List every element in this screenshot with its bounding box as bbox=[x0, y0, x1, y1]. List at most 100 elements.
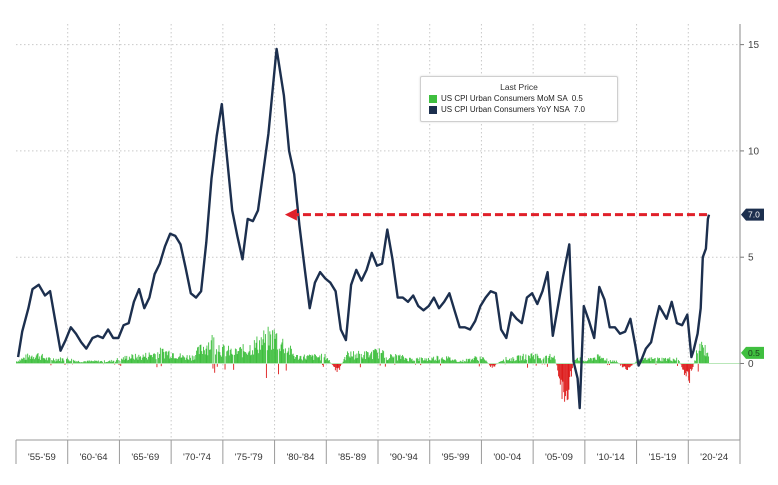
mom-bar bbox=[121, 358, 123, 364]
mom-bar bbox=[704, 344, 706, 364]
mom-bar bbox=[46, 357, 48, 364]
x-tick-label: '10-'14 bbox=[597, 452, 625, 463]
mom-bar bbox=[346, 351, 348, 364]
mom-bar bbox=[647, 358, 649, 364]
mom-bar bbox=[103, 360, 105, 364]
mom-bar bbox=[514, 361, 516, 364]
mom-bar bbox=[663, 358, 665, 364]
mom-bar bbox=[71, 358, 73, 364]
mom-bar bbox=[74, 360, 76, 364]
legend-swatch-yoy bbox=[429, 105, 437, 114]
mom-bar bbox=[303, 354, 305, 364]
mom-bar bbox=[203, 346, 204, 364]
mom-bar bbox=[379, 363, 381, 366]
mom-bar bbox=[578, 360, 580, 364]
mom-bar bbox=[544, 363, 546, 365]
mom-bar bbox=[584, 361, 586, 364]
mom-bar bbox=[286, 352, 288, 364]
mom-bar bbox=[265, 334, 266, 364]
mom-bar bbox=[113, 360, 115, 364]
mom-bar bbox=[520, 355, 522, 364]
mom-bar bbox=[671, 360, 672, 364]
mom-bar bbox=[230, 348, 232, 364]
mom-bar bbox=[683, 363, 685, 370]
mom-bar bbox=[592, 358, 594, 364]
mom-bar bbox=[258, 353, 260, 364]
mom-bar bbox=[221, 346, 223, 364]
mom-bar bbox=[124, 355, 126, 364]
mom-bar bbox=[627, 363, 629, 368]
mom-bar bbox=[191, 355, 193, 364]
mom-bar bbox=[132, 355, 134, 364]
mom-bar bbox=[315, 356, 317, 364]
mom-bar bbox=[201, 351, 203, 364]
mom-bar bbox=[140, 359, 142, 364]
y-tick-label: 5 bbox=[748, 253, 754, 264]
mom-bar bbox=[37, 353, 39, 364]
mom-bar bbox=[622, 363, 624, 368]
mom-bar bbox=[42, 357, 44, 364]
mom-bar bbox=[215, 354, 216, 364]
mom-bar bbox=[407, 360, 409, 364]
mom-bar bbox=[585, 361, 587, 364]
mom-bar bbox=[147, 356, 149, 364]
mom-bar bbox=[247, 352, 249, 364]
mom-bar bbox=[646, 359, 648, 364]
mom-bar bbox=[502, 360, 504, 364]
mom-bar bbox=[435, 360, 437, 364]
mom-bar bbox=[400, 359, 402, 364]
mom-bar bbox=[460, 361, 462, 364]
mom-bar bbox=[325, 359, 327, 364]
mom-bar bbox=[190, 360, 192, 364]
mom-bar bbox=[353, 351, 354, 364]
mom-bar bbox=[530, 353, 532, 364]
mom-bar bbox=[415, 363, 416, 365]
mom-bar bbox=[672, 358, 674, 364]
mom-bar bbox=[240, 346, 241, 364]
mom-bar bbox=[272, 348, 274, 364]
mom-bar bbox=[588, 358, 590, 364]
mom-bar bbox=[187, 359, 189, 364]
mom-bar bbox=[171, 358, 173, 364]
mom-bar bbox=[442, 359, 444, 364]
x-tick-label: '20-'24 bbox=[700, 452, 728, 463]
mom-bar bbox=[135, 358, 137, 364]
mom-bar bbox=[155, 359, 157, 364]
mom-bar bbox=[484, 359, 485, 364]
mom-bar bbox=[253, 340, 255, 364]
mom-bar bbox=[91, 361, 93, 364]
mom-bar bbox=[217, 351, 219, 364]
mom-bar bbox=[472, 360, 474, 364]
mom-bar bbox=[44, 358, 46, 364]
mom-bar bbox=[387, 360, 389, 364]
mom-bar bbox=[56, 361, 58, 364]
mom-bar bbox=[221, 356, 223, 364]
mom-bar bbox=[385, 357, 387, 364]
mom-bar bbox=[643, 358, 645, 364]
mom-bar bbox=[202, 353, 204, 364]
mom-bar bbox=[405, 358, 407, 364]
mom-bar bbox=[473, 357, 475, 364]
x-tick-label: '85-'89 bbox=[338, 452, 366, 463]
mom-bar bbox=[677, 363, 678, 366]
mom-bar bbox=[367, 352, 369, 364]
mom-bar bbox=[354, 354, 356, 364]
mom-bar bbox=[390, 354, 391, 364]
mom-bar bbox=[610, 361, 612, 364]
mom-bar bbox=[474, 356, 476, 364]
mom-bar bbox=[675, 360, 677, 364]
mom-bar bbox=[28, 355, 30, 364]
mom-bar bbox=[218, 345, 220, 364]
mom-bar bbox=[391, 356, 393, 364]
mom-bar bbox=[287, 351, 289, 364]
mom-bar bbox=[160, 363, 162, 367]
mom-bar bbox=[298, 358, 300, 364]
mom-bar bbox=[393, 356, 395, 364]
mom-bar bbox=[254, 347, 256, 364]
mom-bar bbox=[69, 361, 71, 364]
mom-bar bbox=[701, 341, 703, 364]
mom-bar bbox=[154, 354, 156, 364]
mom-bar bbox=[439, 359, 441, 364]
mom-bar bbox=[242, 344, 244, 364]
mom-bar bbox=[662, 361, 664, 364]
